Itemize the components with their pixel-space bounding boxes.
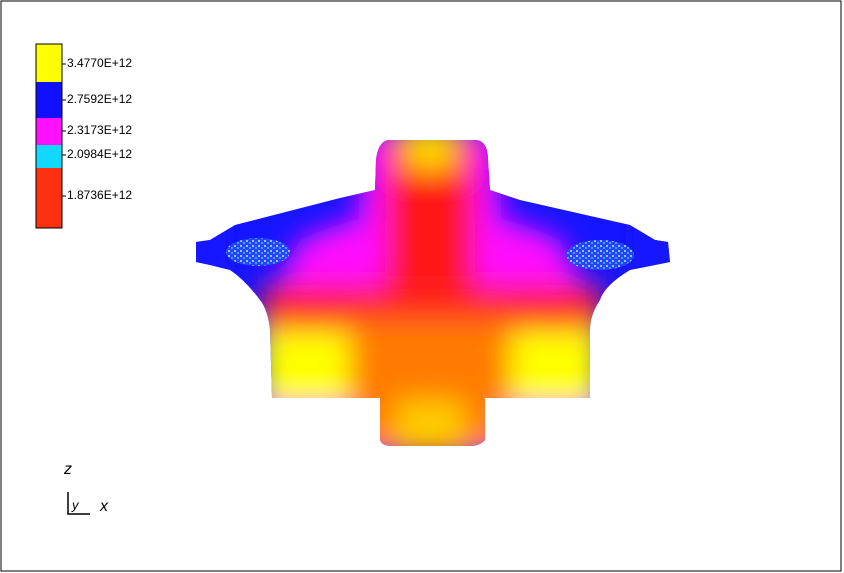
legend-label: 3.4770E+12 [67, 56, 132, 70]
legend-swatch [36, 168, 62, 228]
axis-label-z: z [63, 461, 72, 478]
legend-swatch [36, 145, 62, 168]
legend-swatch [36, 82, 62, 118]
legend-label: 1.8736E+12 [67, 188, 132, 202]
viewport: 3.4770E+12 2.7592E+12 2.3173E+12 2.0984E+12… [0, 0, 844, 573]
legend-swatch [36, 44, 62, 82]
legend-swatch [36, 118, 62, 145]
legend-label: 2.0984E+12 [67, 147, 132, 161]
legend-label: 2.3173E+12 [67, 123, 132, 137]
axis-label-x: x [99, 498, 109, 515]
legend-label: 2.7592E+12 [67, 92, 132, 106]
